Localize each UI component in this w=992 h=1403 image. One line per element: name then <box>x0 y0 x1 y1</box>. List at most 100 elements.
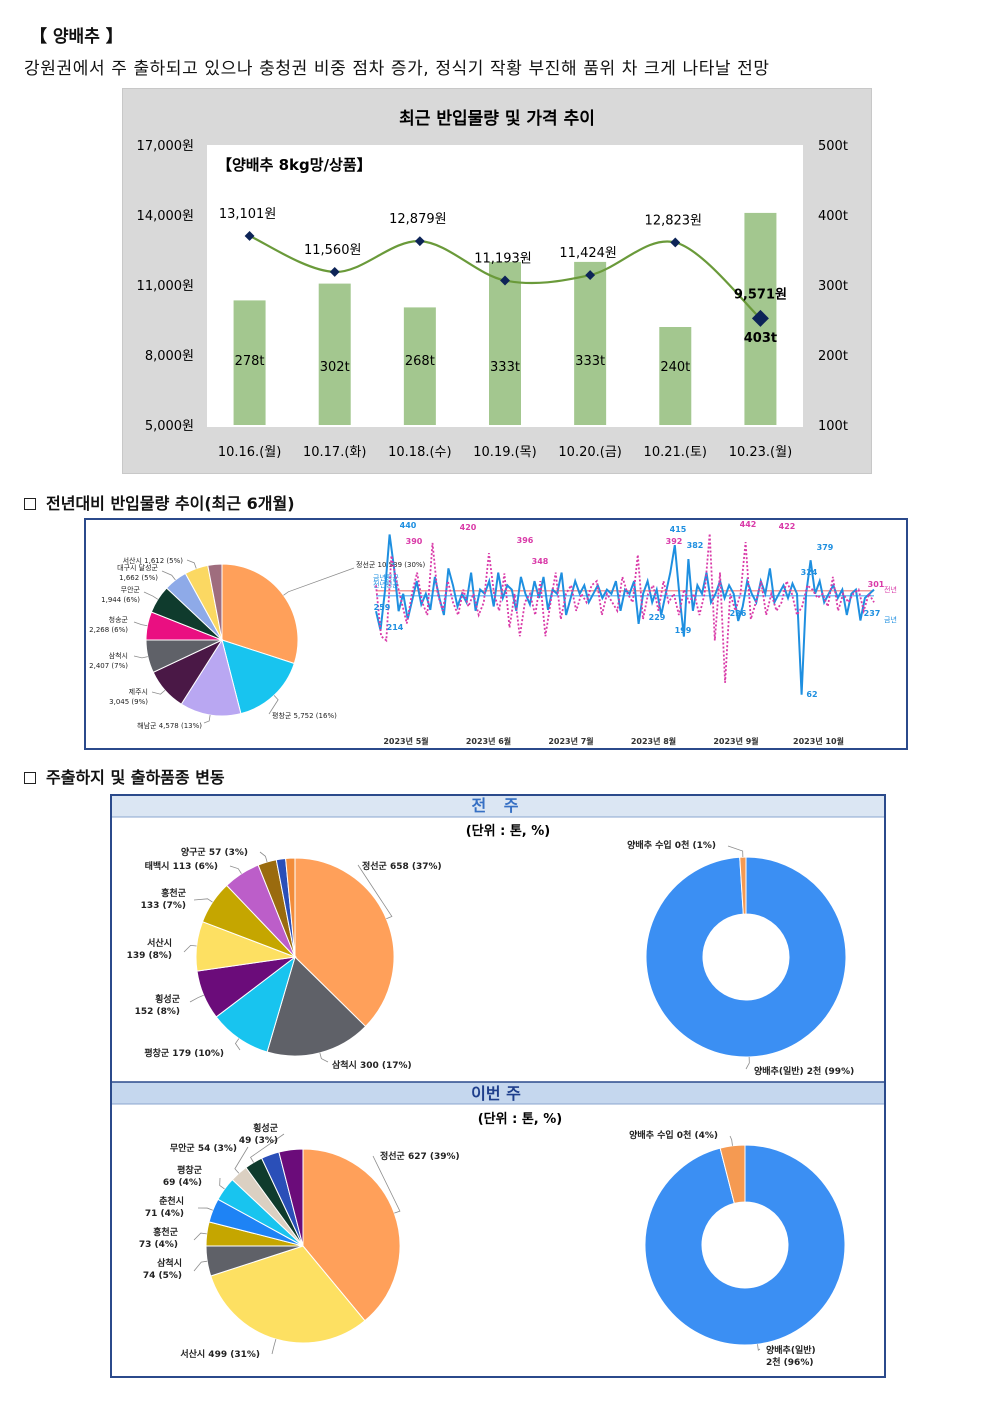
slice-label: 정선군 658 (37%) <box>362 860 442 872</box>
slice-label: 152 (8%) <box>135 1007 180 1017</box>
slice-label: 양구군 57 (3%) <box>181 846 248 858</box>
slice-label: 춘천시 <box>159 1195 184 1207</box>
last-week-unit: (단위 : 톤, %) <box>466 823 551 839</box>
checkbox-icon <box>24 498 36 510</box>
leader-line <box>729 1135 733 1146</box>
line-series-previous <box>375 533 875 683</box>
point-label: 348 <box>532 557 549 566</box>
x-tick-label: 2023년 7월 <box>548 736 593 746</box>
slice-label: 태백시 113 (6%) <box>145 860 218 872</box>
slice-label: 서산시 1,612 (5%) <box>123 556 184 565</box>
volume-bar <box>403 307 436 425</box>
volume-label: 268t <box>405 354 435 369</box>
slice-label: 양배추(일반) <box>766 1344 816 1356</box>
price-volume-chart: 최근 반입물량 및 가격 추이 【양배추 8kg망/상품】 5,000원 8,00… <box>122 88 872 474</box>
leader-line <box>197 1207 213 1211</box>
pie-slice <box>739 856 747 915</box>
slice-label: 제주시 <box>129 688 148 696</box>
price-marker <box>329 266 340 277</box>
x-category-label: 10.16.(월) <box>218 445 281 460</box>
slice-label: 청송군 <box>109 616 129 624</box>
leader-line <box>319 1052 329 1063</box>
point-label: 442 <box>740 520 757 529</box>
price-marker <box>585 270 596 281</box>
leader-line <box>203 715 211 724</box>
volume-label: 403t <box>744 331 777 346</box>
checkbox-icon <box>24 772 36 784</box>
y-left-tick: 11,000원 <box>137 279 194 294</box>
slice-label: 평창군 5,752 (16%) <box>272 711 337 720</box>
leader-line <box>268 695 279 715</box>
origin-panel: 전 주 (단위 : 톤, %) 이번 주 (단위 : 톤, %) 정선군 658… <box>110 794 886 1378</box>
x-category-label: 10.20.(금) <box>558 445 621 460</box>
point-label: 259 <box>374 603 391 612</box>
price-label: 12,823원 <box>645 213 702 228</box>
yoy-panel: 정선군 10,539 (30%)평창군 5,752 (16%)해남군 4,578… <box>84 518 908 750</box>
page-title: 【 양배추 】 <box>30 27 123 47</box>
y-left-tick: 5,000원 <box>145 419 194 434</box>
slice-label: 2천 (96%) <box>766 1357 813 1368</box>
leader-line <box>727 845 744 858</box>
x-tick-label: 2023년 6월 <box>466 736 511 746</box>
slice-label: 홍천군 <box>153 1226 179 1238</box>
price-label: 9,571원 <box>734 287 787 302</box>
leader-line <box>193 1232 207 1241</box>
slice-label: 서산시 499 (31%) <box>180 1348 260 1360</box>
line-series-current <box>375 534 875 695</box>
leader-line <box>229 865 242 874</box>
pie-slice <box>302 1148 401 1322</box>
x-category-label: 10.18.(수) <box>388 445 451 460</box>
x-category-label: 10.21.(토) <box>644 445 707 460</box>
x-category-label: 10.17.(화) <box>303 445 366 460</box>
slice-label: 69 (4%) <box>163 1178 202 1188</box>
leader-line <box>133 655 148 659</box>
y-right-tick: 200t <box>818 349 848 364</box>
y-left-tick: 17,000원 <box>137 139 194 154</box>
x-category-label: 10.23.(월) <box>729 445 792 460</box>
leader-line <box>193 1260 208 1272</box>
leader-line <box>186 559 197 569</box>
point-label: 420 <box>460 523 477 532</box>
leader-line <box>193 898 213 903</box>
slice-label: 평창군 <box>177 1164 203 1176</box>
leader-line <box>357 864 393 920</box>
slice-label: 횡성군 <box>155 993 181 1005</box>
slice-label: 양배추 수입 0천 (1%) <box>627 839 716 851</box>
leader-line <box>757 1344 761 1351</box>
point-label: 229 <box>649 613 666 622</box>
slice-label: 평창군 179 (10%) <box>144 1047 224 1059</box>
page-subtitle: 강원권에서 주 출하되고 있으나 충청권 비중 점차 증가, 정식기 작황 부진… <box>24 59 770 79</box>
section-origin-title: 주출하지 및 출하품종 변동 <box>24 764 225 788</box>
price-label: 11,560원 <box>304 243 361 258</box>
leader-line <box>745 1056 750 1070</box>
pie-slice <box>266 956 367 1057</box>
leader-line <box>189 994 204 1003</box>
y-left-tick: 8,000원 <box>145 349 194 364</box>
x-tick-label: 2023년 10월 <box>793 736 844 746</box>
volume-bar <box>489 261 521 425</box>
x-tick-label: 2023년 8월 <box>631 736 676 746</box>
volume-bar <box>574 261 607 425</box>
point-label: 382 <box>687 541 704 550</box>
slice-label: 3,045 (9%) <box>109 698 148 706</box>
leader-line <box>259 851 268 863</box>
slice-label: 139 (8%) <box>127 951 172 961</box>
leader-line <box>151 689 166 695</box>
point-label: 390 <box>406 537 423 546</box>
slice-label: 1,944 (6%) <box>101 596 140 604</box>
volume-bar <box>233 300 266 425</box>
slice-label: 2,268 (6%) <box>89 626 128 634</box>
slice-label: 홍천군 <box>161 887 187 899</box>
pie-slice <box>207 563 223 641</box>
leader-line <box>372 1155 401 1214</box>
leader-line <box>161 570 176 581</box>
volume-label: 278t <box>235 354 265 369</box>
volume-label: 302t <box>320 360 350 375</box>
slice-label: 133 (7%) <box>141 901 186 911</box>
point-label: 199 <box>675 626 692 635</box>
price-marker <box>414 236 425 247</box>
point-label: 237 <box>864 609 881 618</box>
pie-slice <box>210 1245 366 1344</box>
slice-label: 대구시 달성군 <box>117 563 158 572</box>
leader-line <box>283 567 355 596</box>
